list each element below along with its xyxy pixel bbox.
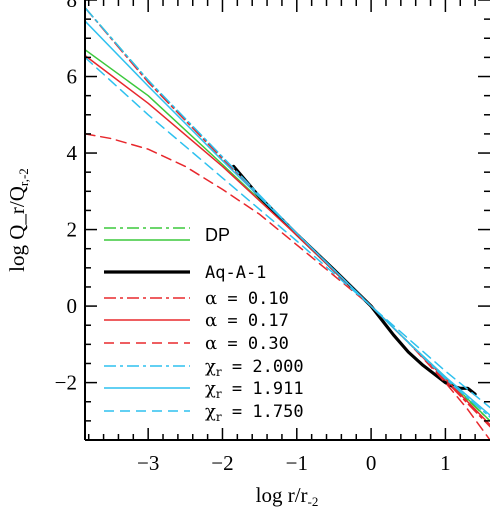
legend-label-dp: DP — [205, 225, 230, 245]
legend-label: χr = 1.750 — [205, 401, 304, 424]
legend-label: χr = 2.000 — [205, 356, 304, 379]
legend-label: α = 0.30 — [205, 333, 289, 354]
legend-label: α = 0.17 — [205, 310, 289, 331]
y-tick-label: 0 — [67, 294, 78, 318]
series-alpha_030 — [85, 133, 490, 440]
x-tick-label: 1 — [440, 451, 451, 475]
x-tick-label: −3 — [137, 451, 159, 475]
y-tick-label: 2 — [67, 218, 78, 242]
x-tick-label: −2 — [211, 451, 233, 475]
y-tick-label: −2 — [55, 371, 77, 395]
legend-label: χr = 1.911 — [205, 378, 304, 401]
x-axis-title: log r/r-2 — [256, 483, 319, 509]
axes-layer: −3 −2 −1 0 1 −2 0 2 4 6 8 — [55, 0, 490, 475]
y-tick-label: 4 — [67, 141, 78, 165]
axis-titles: log r/r-2 log Q_r/Qr,-2 — [5, 168, 318, 509]
x-tick-label: 0 — [366, 451, 377, 475]
legend-label: α = 0.10 — [205, 288, 289, 309]
x-tick-label: −1 — [286, 451, 308, 475]
series-chi_1750 — [85, 56, 490, 409]
y-tick-label: 8 — [67, 0, 78, 12]
y-tick-label: 6 — [67, 65, 78, 89]
series-chi_2000 — [85, 6, 490, 418]
series-chi_1911 — [85, 20, 490, 416]
legend-label: Aq-A-1 — [205, 263, 266, 283]
y-axis-title: log Q_r/Qr,-2 — [5, 168, 31, 272]
series-layer — [85, 6, 490, 440]
